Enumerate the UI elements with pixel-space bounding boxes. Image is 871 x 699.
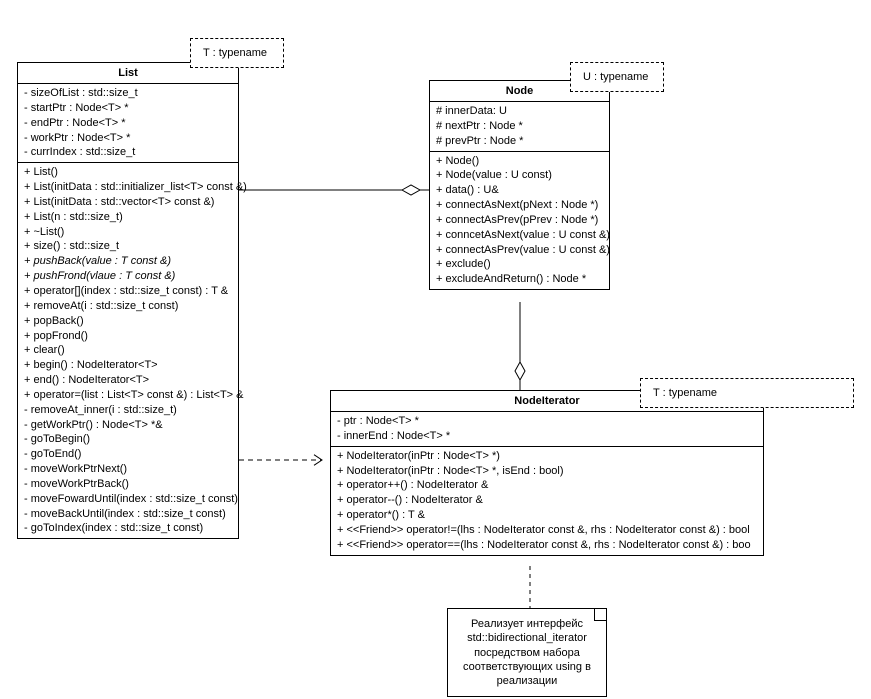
operation-line: + popFrond() [24,329,232,344]
note-line: реализации [458,674,596,688]
operation-line: + data() : U& [436,183,603,198]
class-node: Node # innerData: U# nextPtr : Node *# p… [429,80,610,290]
operation-line: - moveWorkPtrNext() [24,462,232,477]
note-line: Реализует интерфейс [458,617,596,631]
note-fold-icon [594,609,606,621]
operation-line: + ~List() [24,225,232,240]
operation-line: + size() : std::size_t [24,239,232,254]
operation-line: + operator++() : NodeIterator & [337,478,757,493]
aggregation-node-iterator [515,302,525,390]
operation-line: + excludeAndReturn() : Node * [436,272,603,287]
operation-line: + popBack() [24,314,232,329]
class-list-operations: + List()+ List(initData : std::initializ… [18,163,238,538]
operation-line: + connectAsPrev(value : U const &) [436,243,603,258]
template-param-list: T : typename [190,38,284,68]
attribute-line: - currIndex : std::size_t [24,145,232,160]
template-param-nodeiterator: T : typename [640,378,854,408]
attribute-line: - workPtr : Node<T> * [24,131,232,146]
operation-line: - goToIndex(index : std::size_t const) [24,521,232,536]
operation-line: + operator[](index : std::size_t const) … [24,284,232,299]
attribute-line: # innerData: U [436,104,603,119]
template-param-label: T : typename [203,47,267,59]
template-param-label: T : typename [653,387,717,399]
template-param-node: U : typename [570,62,664,92]
operation-line: + List(initData : std::vector<T> const &… [24,195,232,210]
operation-line: + begin() : NodeIterator<T> [24,358,232,373]
class-node-attributes: # innerData: U# nextPtr : Node *# prevPt… [430,102,609,152]
operation-line: - moveBackUntil(index : std::size_t cons… [24,507,232,522]
attribute-line: # nextPtr : Node * [436,119,603,134]
attribute-line: - ptr : Node<T> * [337,414,757,429]
operation-line: + Node() [436,154,603,169]
operation-line: + connectAsPrev(pPrev : Node *) [436,213,603,228]
attribute-line: # prevPtr : Node * [436,134,603,149]
operation-line: + NodeIterator(inPtr : Node<T> *) [337,449,757,464]
class-node-operations: + Node()+ Node(value : U const)+ data() … [430,152,609,290]
operation-line: + <<Friend>> operator!=(lhs : NodeIterat… [337,523,757,538]
uml-note-text: Реализует интерфейсstd::bidirectional_it… [458,617,596,688]
operation-line: + List(n : std::size_t) [24,210,232,225]
class-nodeiterator: NodeIterator - ptr : Node<T> *- innerEnd… [330,390,764,556]
operation-line: + clear() [24,343,232,358]
operation-line: + <<Friend>> operator==(lhs : NodeIterat… [337,538,757,553]
note-line: посредством набора [458,646,596,660]
operation-line: - goToEnd() [24,447,232,462]
operation-line: + pushFrond(vlaue : T const &) [24,269,232,284]
operation-line: - goToBegin() [24,432,232,447]
operation-line: + operator=(list : List<T> const &) : Li… [24,388,232,403]
operation-line: - removeAt_inner(i : std::size_t) [24,403,232,418]
operation-line: + connectAsNext(pNext : Node *) [436,198,603,213]
note-line: std::bidirectional_iterator [458,631,596,645]
operation-line: + end() : NodeIterator<T> [24,373,232,388]
class-list: List - sizeOfList : std::size_t- startPt… [17,62,239,539]
attribute-line: - sizeOfList : std::size_t [24,86,232,101]
operation-line: - moveFowardUntil(index : std::size_t co… [24,492,232,507]
operation-line: - getWorkPtr() : Node<T> *& [24,418,232,433]
template-param-label: U : typename [583,71,648,83]
uml-note: Реализует интерфейсstd::bidirectional_it… [447,608,607,697]
operation-line: + List() [24,165,232,180]
aggregation-list-node [239,185,429,195]
operation-line: - moveWorkPtrBack() [24,477,232,492]
operation-line: + List(initData : std::initializer_list<… [24,180,232,195]
operation-line: + removeAt(i : std::size_t const) [24,299,232,314]
dependency-list-iterator [239,455,322,466]
operation-line: + operator*() : T & [337,508,757,523]
attribute-line: - endPtr : Node<T> * [24,116,232,131]
attribute-line: - startPtr : Node<T> * [24,101,232,116]
note-line: соответствующих using в [458,660,596,674]
operation-line: + NodeIterator(inPtr : Node<T> *, isEnd … [337,464,757,479]
operation-line: + exclude() [436,257,603,272]
class-list-attributes: - sizeOfList : std::size_t- startPtr : N… [18,84,238,163]
class-nodeiterator-operations: + NodeIterator(inPtr : Node<T> *)+ NodeI… [331,447,763,555]
operation-line: + Node(value : U const) [436,168,603,183]
attribute-line: - innerEnd : Node<T> * [337,429,757,444]
operation-line: + conncetAsNext(value : U const &) [436,228,603,243]
operation-line: + pushBack(value : T const &) [24,254,232,269]
class-nodeiterator-attributes: - ptr : Node<T> *- innerEnd : Node<T> * [331,412,763,447]
operation-line: + operator--() : NodeIterator & [337,493,757,508]
